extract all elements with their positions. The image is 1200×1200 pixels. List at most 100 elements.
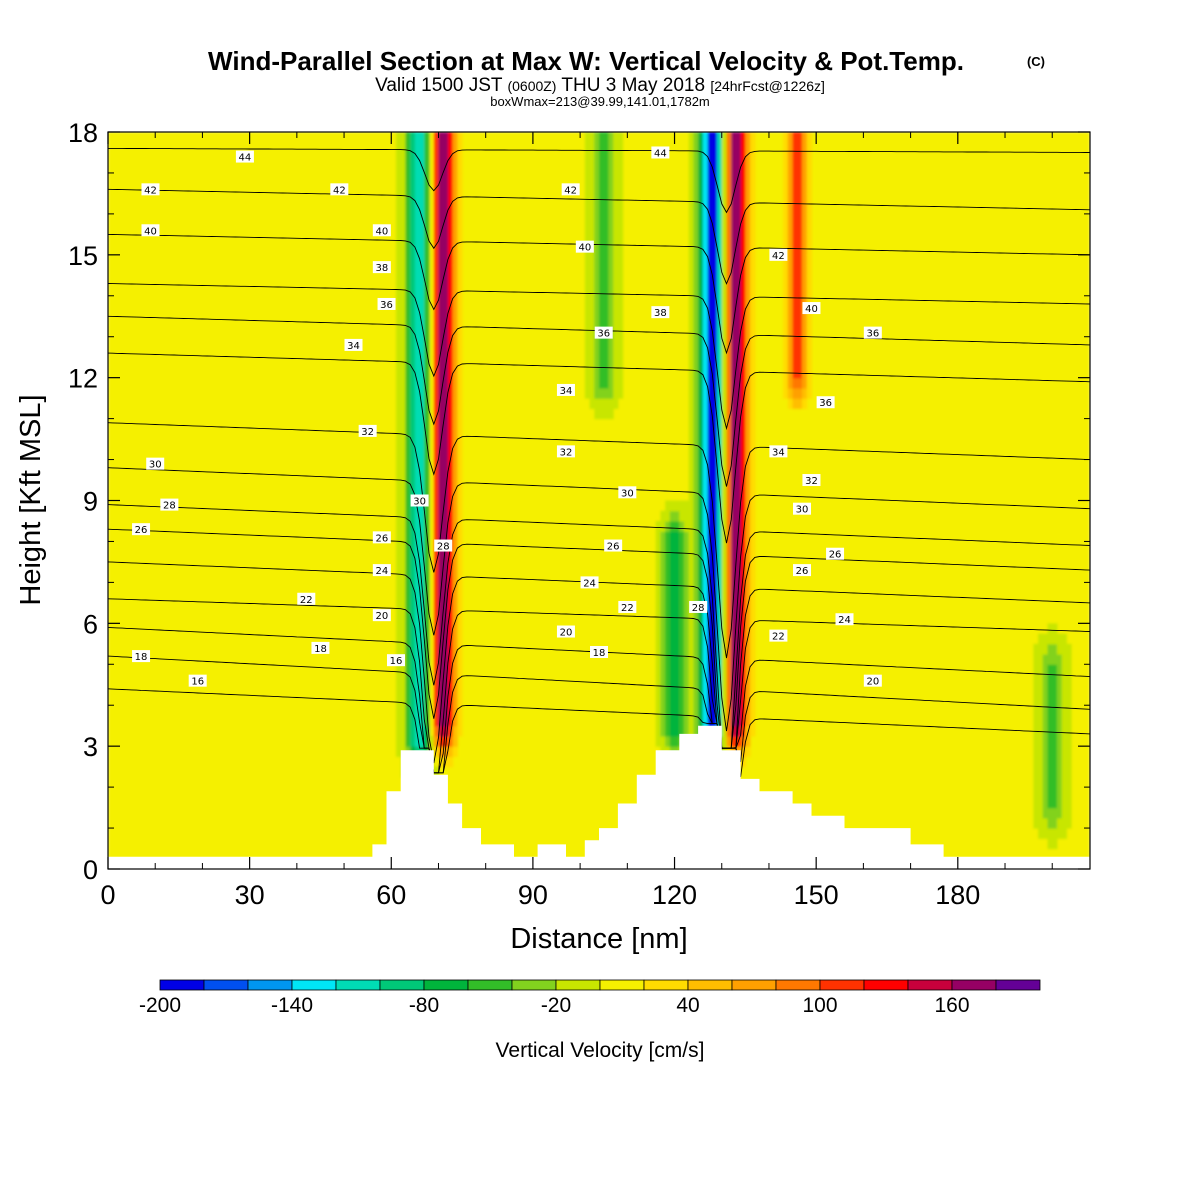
field-cell (617, 295, 624, 307)
field-cell (452, 213, 458, 225)
field-cell (665, 602, 671, 614)
field-cell (707, 469, 713, 481)
field-cell (400, 408, 407, 420)
field-cell (1056, 756, 1063, 768)
field-cell (603, 183, 610, 195)
svg-text:26: 26 (375, 533, 388, 544)
field-cell (1033, 807, 1039, 819)
field-cell (707, 694, 713, 706)
field-cell (438, 551, 444, 563)
field-cell (410, 541, 416, 553)
field-cell (674, 551, 680, 563)
field-cell (731, 643, 737, 655)
field-cell (410, 551, 416, 563)
field-cell (688, 224, 695, 235)
field-cell (613, 132, 619, 143)
field-cell (405, 684, 411, 696)
contour-label-18: 18 (311, 641, 330, 655)
field-cell (438, 633, 444, 645)
field-cell (1066, 715, 1072, 727)
field-cell (735, 551, 742, 563)
field-cell (395, 336, 402, 348)
field-cell (693, 234, 699, 246)
field-cell (1066, 797, 1072, 809)
field-cell (452, 428, 458, 440)
field-cell (1047, 684, 1053, 696)
field-cell (452, 275, 458, 287)
field-cell (424, 694, 430, 706)
field-cell (750, 500, 756, 512)
field-cell (1033, 787, 1039, 798)
field-cell (721, 510, 728, 522)
field-cell (405, 735, 411, 747)
field-cell (702, 162, 709, 174)
field-cell (693, 469, 699, 481)
field-cell (594, 234, 600, 246)
field-cell (707, 387, 713, 399)
svg-text:38: 38 (375, 263, 388, 274)
field-cell (783, 172, 789, 184)
field-cell (424, 520, 430, 532)
field-cell (424, 367, 430, 379)
field-cell (726, 459, 732, 471)
field-cell (745, 705, 751, 717)
field-cell (665, 531, 671, 543)
field-cell (702, 213, 709, 225)
field-cell (424, 265, 430, 276)
field-cell (424, 428, 430, 440)
field-cell (750, 367, 756, 379)
field-cell (410, 459, 416, 471)
field-cell (584, 265, 591, 276)
field-cell (787, 326, 794, 338)
field-cell (750, 316, 756, 328)
field-cell (712, 213, 718, 225)
field-cell (424, 418, 430, 430)
field-cell (740, 510, 746, 522)
field-cell (707, 623, 713, 635)
field-cell (603, 244, 610, 256)
field-cell (693, 377, 699, 389)
field-cell (410, 561, 416, 573)
field-cell (750, 162, 756, 174)
field-cell (717, 510, 723, 522)
field-cell (395, 275, 402, 287)
field-cell (702, 265, 709, 276)
field-cell (726, 203, 732, 215)
field-cell (584, 295, 591, 307)
field-cell (457, 408, 463, 420)
field-cell (721, 346, 728, 358)
contour-label-36: 36 (863, 326, 882, 340)
field-cell (750, 674, 756, 686)
field-cell (405, 418, 411, 430)
field-cell (608, 285, 614, 297)
field-cell (424, 735, 430, 747)
field-cell (457, 162, 463, 174)
field-cell (688, 531, 695, 543)
field-cell (660, 541, 666, 553)
field-cell (745, 213, 751, 225)
svg-text:24: 24 (375, 566, 388, 577)
field-cell (721, 336, 728, 348)
field-cell (750, 285, 756, 297)
field-cell (1038, 756, 1044, 768)
field-cell (594, 244, 600, 256)
theta-contour-44 (108, 147, 1090, 214)
field-cell (750, 541, 756, 553)
field-cell (433, 172, 440, 184)
field-cell (750, 357, 756, 369)
field-cell (410, 295, 416, 307)
field-cell (438, 398, 444, 409)
field-cell (400, 367, 407, 379)
contour-label-38: 38 (372, 261, 391, 274)
field-cell (787, 152, 794, 164)
field-cell (419, 244, 425, 256)
field-cell (452, 684, 458, 696)
field-cell (419, 357, 425, 369)
field-cell (693, 336, 699, 348)
field-cell (660, 664, 666, 676)
field-cell (405, 346, 411, 358)
field-cell (750, 213, 756, 225)
svg-text:26: 26 (796, 566, 809, 577)
field-cell (731, 408, 737, 420)
